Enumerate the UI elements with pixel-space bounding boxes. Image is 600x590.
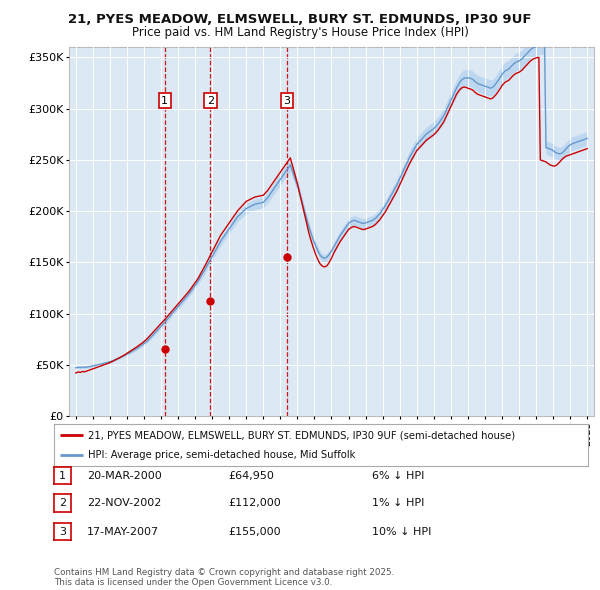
Text: 10% ↓ HPI: 10% ↓ HPI [372,527,431,536]
Bar [165,47,287,416]
Text: 3: 3 [59,527,66,536]
Text: £155,000: £155,000 [228,527,281,536]
Text: Price paid vs. HM Land Registry's House Price Index (HPI): Price paid vs. HM Land Registry's House … [131,26,469,39]
Text: 2: 2 [207,96,214,106]
Text: HPI: Average price, semi-detached house, Mid Suffolk: HPI: Average price, semi-detached house,… [88,451,355,460]
Text: Contains HM Land Registry data © Crown copyright and database right 2025.
This d: Contains HM Land Registry data © Crown c… [54,568,394,587]
Text: £112,000: £112,000 [228,499,281,508]
Text: 20-MAR-2000: 20-MAR-2000 [87,471,162,480]
Text: 21, PYES MEADOW, ELMSWELL, BURY ST. EDMUNDS, IP30 9UF (semi-detached house): 21, PYES MEADOW, ELMSWELL, BURY ST. EDMU… [88,430,515,440]
Text: 17-MAY-2007: 17-MAY-2007 [87,527,159,536]
Text: 1: 1 [59,471,66,480]
Text: 22-NOV-2002: 22-NOV-2002 [87,499,161,508]
Text: 6% ↓ HPI: 6% ↓ HPI [372,471,424,480]
Text: 2: 2 [59,499,66,508]
Text: 21, PYES MEADOW, ELMSWELL, BURY ST. EDMUNDS, IP30 9UF: 21, PYES MEADOW, ELMSWELL, BURY ST. EDMU… [68,13,532,26]
Text: 1: 1 [161,96,168,106]
Text: £64,950: £64,950 [228,471,274,480]
Text: 1% ↓ HPI: 1% ↓ HPI [372,499,424,508]
Text: 3: 3 [283,96,290,106]
